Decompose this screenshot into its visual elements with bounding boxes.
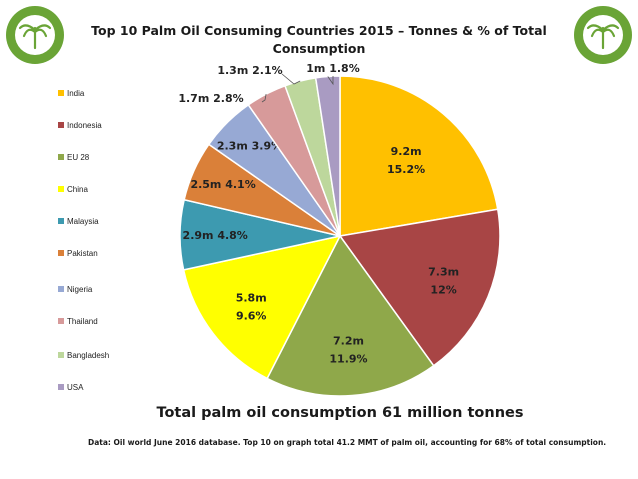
leader-line-usa [327, 76, 334, 86]
data-source-note: Data: Oil world June 2016 database. Top … [88, 438, 607, 447]
data-label-amount-eu-28: 7.2m [333, 335, 364, 348]
total-consumption-text: Total palm oil consumption 61 million to… [156, 405, 524, 421]
data-label-nigeria: 2.3m 3.9% [217, 140, 282, 153]
legend-swatch [58, 286, 64, 292]
legend-item-eu28: EU 28 [58, 152, 89, 162]
greenpalm-logo-right-icon [574, 6, 632, 64]
legend-label: China [67, 184, 88, 194]
pie-slice-india [339, 75, 499, 237]
data-label-percent-china: 9.6% [236, 309, 267, 322]
data-label-amount-india: 9.2m [391, 145, 422, 158]
legend-label: Nigeria [67, 284, 93, 294]
legend-label: Bangladesh [67, 350, 110, 360]
pie-slice-indonesia [338, 208, 501, 367]
pie-slice-eu-28 [266, 234, 435, 397]
legend-swatch [58, 250, 64, 256]
legend-label: USA [67, 382, 84, 392]
data-label-bangladesh: 1.3m 2.1% [217, 64, 282, 77]
data-label-usa: 1m 1.8% [306, 62, 359, 75]
legend-item-usa: USA [58, 382, 83, 392]
legend-swatch [58, 352, 64, 358]
legend-label: Malaysia [67, 216, 99, 226]
legend-item-nigeria: Nigeria [58, 284, 92, 294]
data-label-amount-indonesia: 7.3m [428, 266, 459, 279]
legend-label: India [67, 88, 85, 98]
legend-label: Pakistan [67, 248, 98, 258]
data-label-thailand: 1.7m 2.8% [178, 92, 243, 105]
data-label-pakistan: 2.5m 4.1% [190, 178, 255, 191]
leader-line-thailand [261, 94, 267, 103]
data-label-percent-eu-28: 11.9% [329, 353, 367, 366]
legend-swatch [58, 90, 64, 96]
legend-item-bangladesh: Bangladesh [58, 350, 109, 360]
legend-item-indonesia: Indonesia [58, 120, 102, 130]
legend-swatch [58, 186, 64, 192]
legend-item-india: India [58, 88, 84, 98]
legend-swatch [58, 384, 64, 390]
legend-swatch [58, 122, 64, 128]
legend-swatch [58, 318, 64, 324]
legend-item-china: China [58, 184, 88, 194]
legend-swatch [58, 154, 64, 160]
leader-line-bangladesh [281, 73, 301, 85]
data-label-malaysia: 2.9m 4.8% [183, 229, 248, 242]
data-label-amount-china: 5.8m [236, 291, 267, 304]
legend-label: EU 28 [67, 152, 90, 162]
pie-slice-usa [314, 75, 341, 237]
chart-title: Top 10 Palm Oil Consuming Countries 2015… [91, 23, 547, 56]
data-label-percent-indonesia: 12% [430, 284, 456, 297]
legend-label: Thailand [67, 316, 98, 326]
legend-label: Indonesia [67, 120, 102, 130]
data-label-percent-india: 15.2% [387, 163, 425, 176]
legend-swatch [58, 218, 64, 224]
pie-slice-china [182, 234, 342, 380]
legend-item-pakistan: Pakistan [58, 248, 98, 258]
greenpalm-logo-left-icon [6, 6, 64, 64]
legend-item-thailand: Thailand [58, 316, 98, 326]
legend-item-malaysia: Malaysia [58, 216, 99, 226]
